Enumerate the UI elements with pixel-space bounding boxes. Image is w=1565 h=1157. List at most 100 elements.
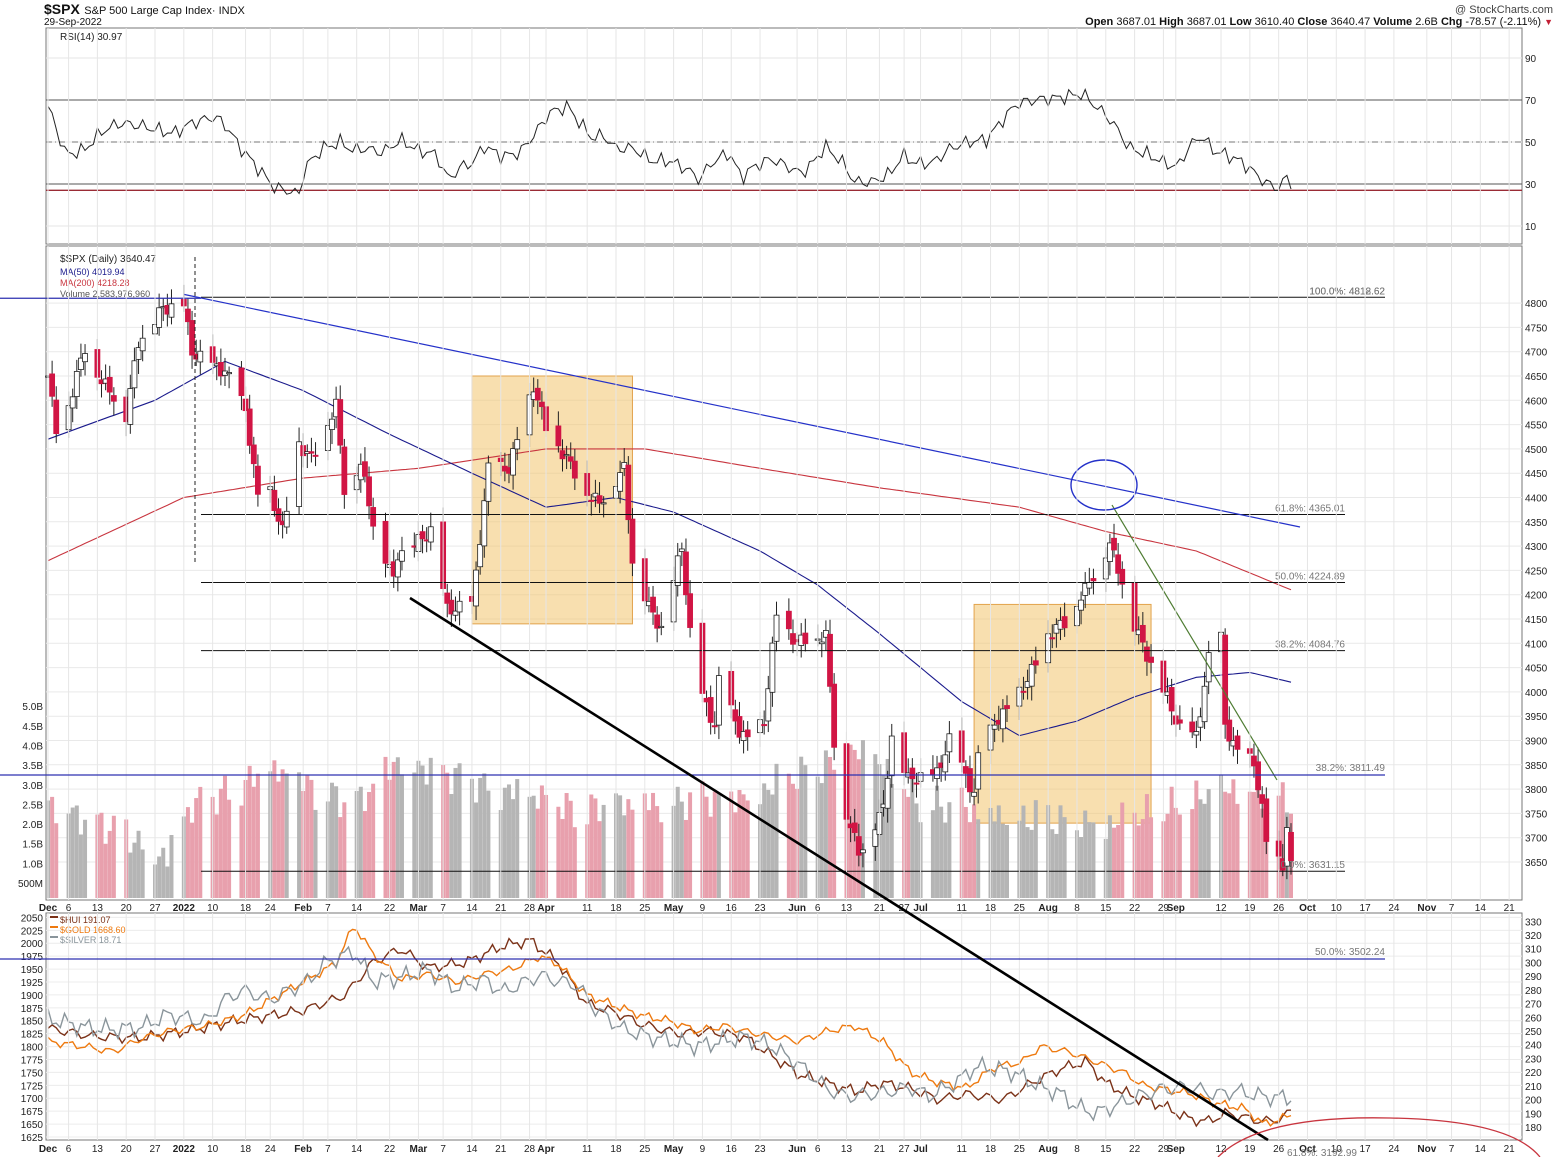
volume-bar	[659, 822, 664, 898]
price-tick-label: 3950	[1525, 712, 1548, 723]
candle-body	[888, 735, 895, 777]
volume-bar	[165, 866, 170, 898]
volume-bar	[1235, 803, 1240, 898]
candle-body	[250, 444, 257, 465]
candle-body	[1107, 542, 1113, 563]
x-tick-label-bottom: 19	[1244, 1144, 1256, 1155]
price-tick-label: 4600	[1525, 396, 1548, 407]
candle-body	[337, 399, 344, 446]
price-tick-label: 4350	[1525, 518, 1548, 529]
x-tick-label: Aug	[1038, 903, 1057, 914]
fib-label: 61.8%: 3192.99	[1287, 1148, 1357, 1157]
volume-bar	[860, 740, 865, 898]
volume-bar	[329, 782, 334, 898]
volume-bar	[1112, 827, 1117, 898]
x-tick-label: 18	[610, 903, 622, 914]
volume-bar	[227, 799, 232, 898]
candle-body	[1086, 581, 1093, 589]
candle-body	[967, 768, 973, 793]
candle-body	[1049, 637, 1056, 640]
volume-bar	[1058, 805, 1063, 898]
metals-legend-label: $HUI 191.07	[60, 915, 111, 925]
x-tick-label: Jul	[913, 903, 928, 914]
volume-value: 2.6B	[1415, 16, 1438, 28]
metals-right-tick-label: 330	[1525, 917, 1542, 928]
x-tick-label: 24	[265, 903, 277, 914]
volume-bar	[74, 805, 79, 898]
candle-body	[942, 754, 949, 773]
volume-bar	[1000, 823, 1005, 898]
volume-bar	[478, 777, 483, 898]
volume-bar	[712, 791, 717, 898]
x-tick-label-bottom: 7	[440, 1144, 446, 1155]
candle-body	[872, 829, 879, 847]
volume-bar	[679, 801, 684, 898]
volume-bar	[334, 786, 339, 898]
metals-left-tick-label: 2000	[21, 939, 44, 950]
x-tick-label-bottom: 24	[265, 1144, 277, 1155]
volume-bar	[1280, 782, 1285, 898]
x-tick-label: 10	[207, 903, 219, 914]
volume-tick-label: 5.0B	[22, 702, 43, 713]
change-label: Chg	[1440, 16, 1463, 28]
volume-bar	[103, 843, 108, 898]
volume-bar	[626, 799, 631, 898]
price-tick-label: 4650	[1525, 372, 1548, 383]
x-tick-label-bottom: 20	[121, 1144, 133, 1155]
volume-tick-label: 500M	[18, 879, 43, 890]
x-tick-label: May	[664, 903, 684, 914]
volume-bar	[449, 794, 454, 898]
volume-bar	[1120, 802, 1125, 898]
rsi-tick-label: 30	[1525, 180, 1537, 191]
x-tick-label-bottom: 18	[985, 1144, 997, 1155]
metals-left-tick-label: 1975	[21, 952, 44, 963]
metals-legend-swatch	[50, 936, 58, 938]
candle-body	[588, 499, 595, 502]
candle-body	[600, 502, 607, 505]
x-tick-label: Feb	[294, 903, 312, 914]
volume-bar	[1087, 822, 1092, 898]
volume-bar	[1165, 813, 1170, 898]
x-tick-label-bottom: 17	[1360, 1144, 1372, 1155]
x-tick-label: 15	[1100, 903, 1112, 914]
volume-bar	[597, 821, 602, 898]
metals-right-tick-label: 290	[1525, 972, 1542, 983]
x-tick-label-bottom: 10	[207, 1144, 219, 1155]
candle-body	[131, 360, 138, 389]
volume-bar	[1025, 827, 1030, 898]
volume-bar	[675, 786, 680, 898]
price-legend-ma200: MA(200) 4218.28	[60, 278, 130, 288]
volume-bar	[819, 783, 824, 898]
metals-series-line	[47, 937, 1292, 1128]
metals-left-tick-label: 1675	[21, 1107, 44, 1118]
volume-bar	[412, 772, 417, 898]
metals-left-tick-label: 1900	[21, 991, 44, 1002]
metals-right-tick-label: 180	[1525, 1123, 1542, 1134]
candle-body	[448, 599, 455, 615]
volume-bar	[1231, 779, 1236, 898]
candle-body	[69, 396, 76, 409]
volume-bar	[1079, 836, 1084, 898]
volume-bar	[362, 811, 367, 898]
volume-bar	[1062, 817, 1067, 898]
fib-label-overlay: 100.0%: 4812.62	[1309, 286, 1385, 297]
volume-bar	[1054, 833, 1059, 898]
volume-bar	[646, 810, 651, 898]
x-tick-label-bottom: 13	[841, 1144, 853, 1155]
x-tick-label-bottom: 29	[1158, 1144, 1170, 1155]
candle-body	[555, 425, 562, 447]
candle-body	[765, 688, 772, 722]
close-label: Close	[1297, 16, 1328, 28]
volume-tick-label: 1.0B	[22, 859, 43, 870]
volume-bar	[655, 806, 660, 898]
metals-right-tick-label: 200	[1525, 1096, 1542, 1107]
volume-bar	[1033, 800, 1038, 898]
candle-body	[563, 454, 570, 457]
candle-body	[736, 716, 743, 738]
candle-body	[1201, 685, 1208, 723]
volume-bar	[474, 802, 479, 898]
candle-body	[366, 476, 372, 507]
candle-body	[456, 600, 463, 613]
volume-bar	[943, 822, 948, 898]
